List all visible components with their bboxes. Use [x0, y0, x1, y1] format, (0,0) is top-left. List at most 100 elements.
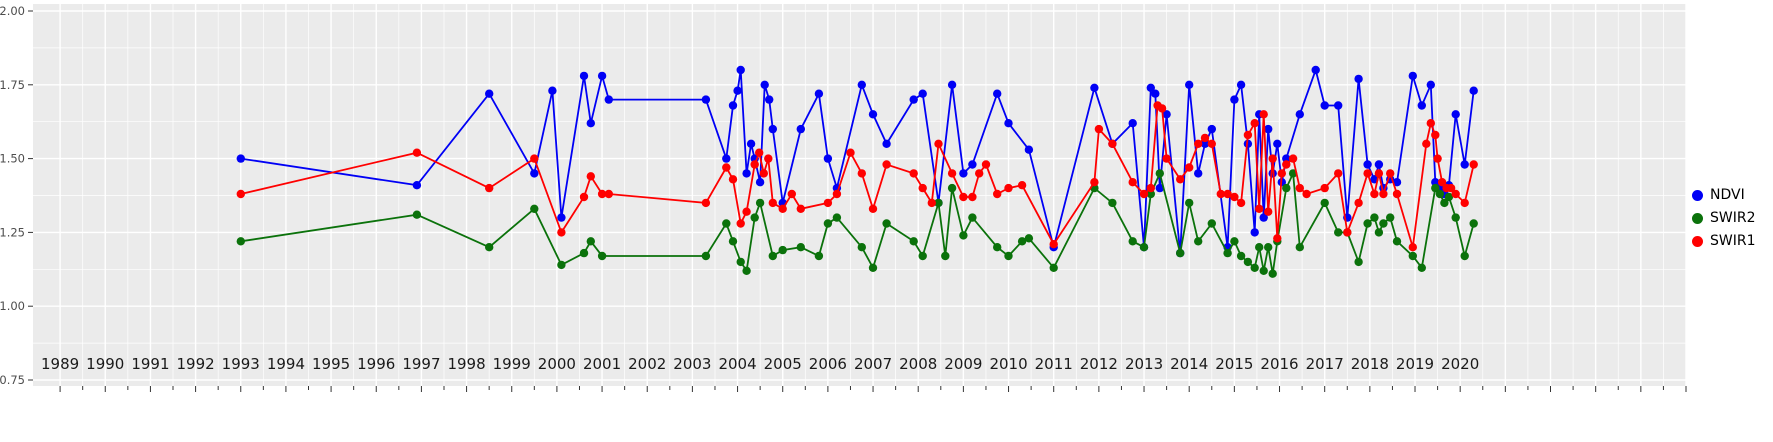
y-tick-label: 1.00 — [0, 299, 25, 313]
x-tick-label: 2005 — [764, 355, 802, 373]
data-point — [1017, 237, 1027, 246]
data-point — [1334, 169, 1343, 178]
data-point — [1176, 175, 1185, 184]
data-point — [557, 213, 566, 222]
legend-item-swir1: SWIR1 — [1692, 234, 1756, 248]
data-point — [927, 198, 936, 208]
data-point — [1108, 198, 1117, 208]
data-point — [742, 207, 751, 216]
data-point — [759, 169, 768, 178]
data-point — [412, 210, 422, 219]
data-point — [1200, 139, 1210, 148]
data-point — [728, 237, 738, 246]
x-tick-label: 1993 — [222, 355, 260, 373]
data-point — [1194, 169, 1203, 178]
legend-item-swir2: SWIR2 — [1692, 211, 1756, 225]
data-point — [993, 89, 1002, 98]
x-tick-label: 2009 — [944, 355, 982, 373]
data-point — [959, 192, 968, 202]
data-point — [485, 243, 494, 252]
data-point — [787, 189, 796, 199]
data-point — [1024, 234, 1034, 243]
data-point — [1259, 266, 1268, 275]
data-point — [1268, 269, 1277, 278]
swir1-legend-label: SWIR1 — [1710, 233, 1756, 249]
data-point — [968, 192, 977, 202]
x-tick-label: 2019 — [1396, 355, 1434, 373]
data-point — [1236, 198, 1246, 208]
data-point — [1090, 83, 1099, 93]
data-point — [530, 154, 539, 163]
data-point — [1446, 183, 1456, 193]
data-point — [1320, 183, 1329, 193]
ndvi-legend-dot-icon — [1692, 189, 1703, 201]
data-point — [1236, 80, 1246, 90]
data-point — [1162, 110, 1171, 119]
data-point — [814, 89, 824, 98]
data-point — [1049, 240, 1058, 249]
data-point — [1392, 178, 1402, 187]
x-tick-label: 2008 — [899, 355, 937, 373]
data-point — [1157, 104, 1167, 113]
x-tick-label: 2018 — [1351, 355, 1389, 373]
x-tick-label: 2017 — [1306, 355, 1344, 373]
data-point — [1295, 183, 1305, 193]
data-point — [530, 169, 539, 178]
data-point — [548, 86, 557, 95]
data-point — [1264, 207, 1273, 216]
data-point — [1460, 251, 1469, 261]
x-tick-label: 2002 — [628, 355, 666, 373]
data-point — [823, 198, 833, 208]
legend-item-ndvi: NDVI — [1692, 188, 1756, 202]
x-tick-label: 2015 — [1215, 355, 1253, 373]
data-point — [909, 95, 918, 104]
x-tick-label: 1996 — [357, 355, 395, 373]
data-point — [1431, 130, 1440, 140]
data-point — [1139, 243, 1149, 252]
data-point — [1282, 160, 1291, 169]
x-tick-label: 2007 — [854, 355, 892, 373]
data-point — [1146, 189, 1156, 199]
data-point — [947, 80, 957, 90]
minor-gridlines — [33, 4, 1686, 386]
data-point — [934, 139, 943, 148]
data-point — [1049, 263, 1058, 272]
data-point — [959, 231, 968, 240]
data-point — [1255, 243, 1264, 252]
x-tick-label: 2012 — [1080, 355, 1118, 373]
data-point — [975, 169, 984, 178]
data-point — [701, 198, 711, 208]
data-point — [882, 219, 891, 228]
data-point — [868, 110, 878, 119]
data-point — [1185, 80, 1194, 90]
ndvi-legend-label: NDVI — [1710, 187, 1745, 203]
data-point — [959, 169, 968, 178]
data-point — [846, 148, 855, 157]
data-point — [1194, 139, 1203, 148]
data-point — [1431, 183, 1440, 193]
x-tick-label: 1991 — [131, 355, 169, 373]
data-point — [1004, 119, 1013, 128]
data-point — [722, 219, 731, 228]
data-point — [1435, 189, 1445, 199]
data-point — [1379, 189, 1388, 199]
data-point — [1236, 251, 1246, 261]
data-point — [909, 237, 918, 246]
data-point — [1374, 228, 1384, 237]
x-tick-label: 1990 — [86, 355, 124, 373]
y-tick-label: 0.75 — [0, 373, 25, 387]
data-point — [1250, 263, 1259, 272]
data-point — [750, 160, 759, 169]
x-axis-labels: 1989 1990 1991 1992 1993 1994 1995 1996 1997 1998… — [41, 355, 1479, 373]
x-tick-label: 1998 — [447, 355, 485, 373]
data-point — [1223, 248, 1232, 258]
data-point — [485, 183, 494, 193]
data-point — [1311, 65, 1320, 75]
data-point — [742, 266, 751, 275]
data-point — [1176, 248, 1185, 258]
data-point — [814, 251, 824, 261]
data-point — [796, 124, 805, 134]
data-point — [1094, 124, 1104, 134]
data-point — [823, 154, 833, 163]
x-tick-label: 1995 — [312, 355, 350, 373]
